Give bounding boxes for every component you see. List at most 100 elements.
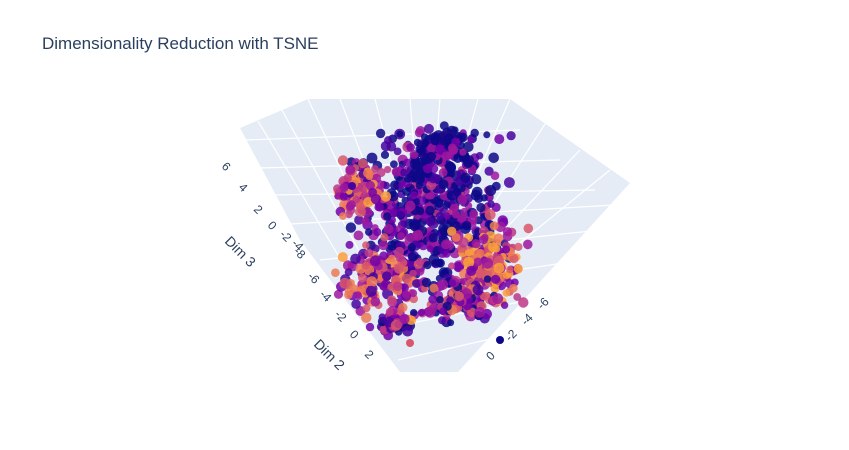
scatter-point[interactable]: [370, 296, 381, 307]
scatter-point[interactable]: [348, 182, 356, 190]
scatter-point[interactable]: [446, 151, 454, 160]
scatter-point[interactable]: [345, 222, 357, 233]
scatter-point[interactable]: [493, 233, 504, 243]
scatter-point[interactable]: [461, 220, 472, 231]
scatter-point[interactable]: [392, 281, 403, 292]
scatter-point[interactable]: [463, 158, 473, 169]
scatter-point[interactable]: [439, 136, 449, 146]
scatter-point[interactable]: [369, 255, 381, 267]
scatter-point[interactable]: [513, 264, 523, 274]
scatter-point[interactable]: [457, 194, 468, 205]
scatter-point[interactable]: [331, 268, 340, 278]
scatter-point[interactable]: [448, 262, 456, 270]
scatter-point[interactable]: [467, 307, 477, 318]
scatter-point[interactable]: [385, 308, 394, 316]
scatter-point[interactable]: [502, 245, 511, 254]
scatter-point[interactable]: [395, 253, 405, 263]
scatter-point[interactable]: [380, 150, 390, 159]
scatter-point[interactable]: [466, 265, 477, 276]
scatter-point[interactable]: [488, 152, 500, 164]
scatter-point[interactable]: [370, 194, 381, 205]
scatter-point[interactable]: [496, 336, 504, 344]
scatter-point[interactable]: [388, 254, 396, 263]
scatter-point[interactable]: [401, 273, 412, 284]
scatter-point[interactable]: [378, 313, 386, 321]
scatter-point[interactable]: [427, 143, 437, 153]
scatter-point[interactable]: [518, 297, 529, 308]
scatter-point[interactable]: [443, 212, 451, 220]
scatter-point[interactable]: [451, 210, 460, 219]
scatter-point[interactable]: [382, 271, 392, 281]
scatter-point[interactable]: [410, 309, 418, 317]
scatter-point[interactable]: [425, 217, 435, 227]
scatter-point[interactable]: [475, 268, 486, 278]
scatter-point[interactable]: [483, 131, 491, 139]
scatter-point[interactable]: [394, 320, 403, 329]
scatter-point[interactable]: [471, 174, 482, 185]
scatter-point[interactable]: [393, 147, 402, 156]
scatter-point[interactable]: [378, 240, 389, 251]
scatter-point[interactable]: [428, 295, 438, 304]
scatter-point[interactable]: [438, 168, 448, 178]
scatter-point[interactable]: [403, 158, 412, 167]
scatter-point[interactable]: [523, 239, 533, 250]
scatter-point[interactable]: [458, 237, 469, 248]
scatter-point[interactable]: [339, 277, 351, 289]
scatter-point[interactable]: [371, 165, 379, 173]
scatter-point[interactable]: [438, 179, 449, 190]
scatter-point[interactable]: [502, 227, 513, 237]
scatter-point[interactable]: [333, 289, 344, 299]
scatter-point[interactable]: [344, 290, 353, 300]
scatter-point[interactable]: [428, 253, 440, 265]
scatter-point[interactable]: [428, 233, 439, 243]
scatter-point[interactable]: [471, 239, 481, 249]
scatter-point[interactable]: [514, 242, 523, 251]
scatter-point[interactable]: [475, 152, 484, 160]
scatter-point[interactable]: [361, 261, 371, 270]
scatter-point[interactable]: [333, 184, 342, 193]
scatter-point[interactable]: [390, 180, 400, 191]
scatter-point[interactable]: [459, 148, 467, 156]
scatter-point[interactable]: [366, 152, 378, 164]
scatter-point[interactable]: [472, 284, 484, 296]
scatter-point[interactable]: [426, 245, 434, 253]
scatter-point[interactable]: [390, 160, 398, 169]
scatter-point[interactable]: [364, 248, 374, 258]
scatter-point[interactable]: [354, 291, 362, 299]
scatter-point[interactable]: [425, 205, 435, 216]
scatter-point[interactable]: [463, 256, 475, 268]
scatter-point[interactable]: [371, 244, 380, 253]
scatter-point[interactable]: [409, 150, 419, 159]
scatter-point[interactable]: [434, 199, 444, 208]
scatter-point[interactable]: [391, 166, 402, 177]
scatter-point[interactable]: [384, 166, 392, 174]
scatter-point[interactable]: [493, 262, 505, 274]
scatter-point[interactable]: [409, 191, 418, 200]
scatter-point[interactable]: [362, 304, 371, 313]
scatter-point[interactable]: [380, 233, 389, 242]
scatter-point[interactable]: [353, 230, 364, 241]
scatter-point[interactable]: [409, 269, 417, 278]
scatter-point[interactable]: [345, 202, 355, 211]
scatter-point[interactable]: [460, 207, 469, 217]
scatter-point[interactable]: [431, 132, 439, 140]
scatter-point[interactable]: [382, 181, 391, 190]
scatter-point[interactable]: [439, 307, 447, 316]
scatter-point[interactable]: [476, 202, 486, 213]
scatter-point[interactable]: [354, 215, 364, 225]
scatter-point[interactable]: [350, 253, 361, 265]
scatter-point[interactable]: [393, 263, 405, 274]
scatter-point[interactable]: [339, 192, 349, 201]
scatter-point[interactable]: [500, 301, 509, 309]
scatter-point[interactable]: [423, 164, 433, 174]
scatter-point[interactable]: [474, 307, 486, 318]
scatter-point[interactable]: [409, 159, 421, 170]
scatter-point[interactable]: [415, 144, 425, 154]
scatter-point[interactable]: [345, 164, 356, 175]
scatter-point[interactable]: [416, 207, 425, 215]
scatter-point[interactable]: [473, 257, 483, 267]
scatter-point[interactable]: [412, 279, 421, 288]
scatter-point[interactable]: [491, 274, 501, 284]
scatter-point[interactable]: [379, 325, 387, 334]
